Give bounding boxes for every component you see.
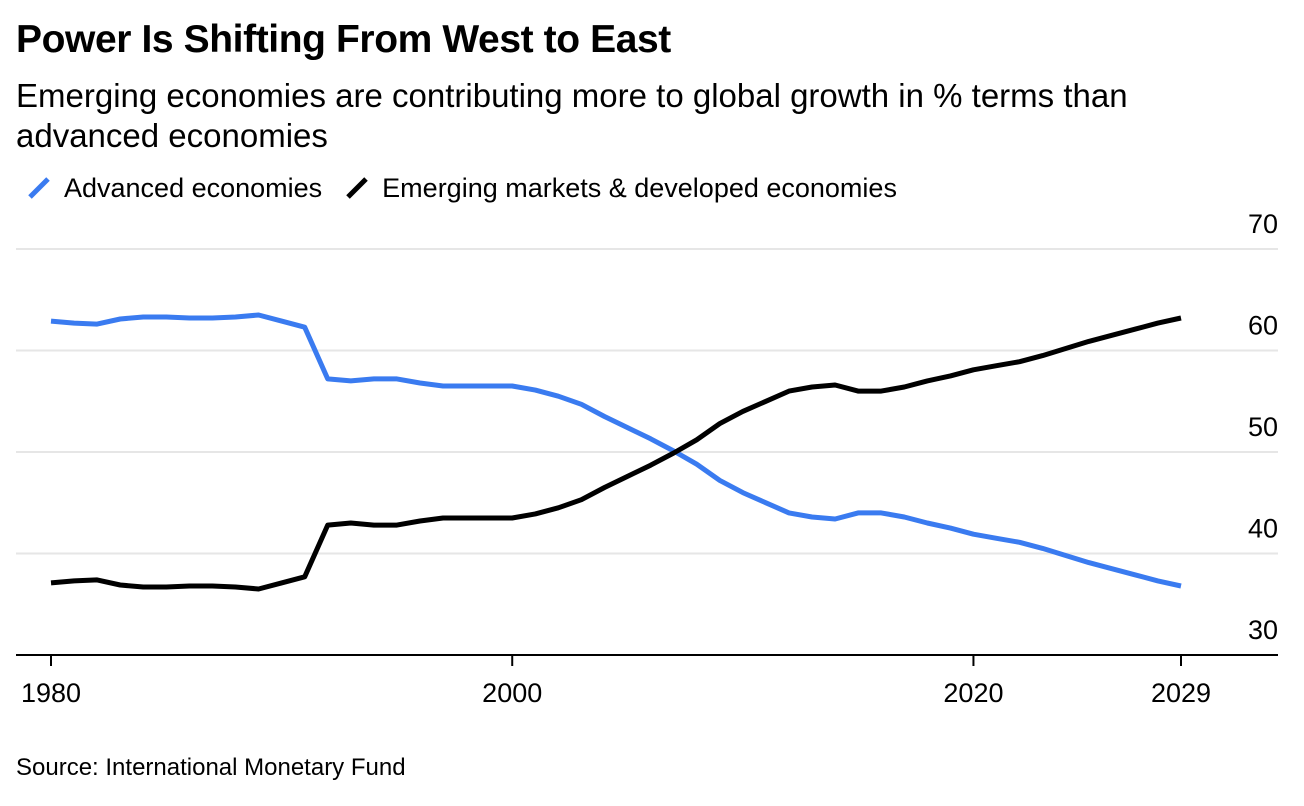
legend-label-advanced: Advanced economies (64, 172, 323, 203)
y-tick-label-50: 50 (1248, 412, 1278, 442)
y-tick-label-60: 60 (1248, 311, 1278, 341)
legend-item-advanced: Advanced economies (26, 173, 322, 204)
series-line-0 (50, 312, 1182, 589)
x-tick-label-1980: 1980 (21, 678, 81, 708)
legend-label-emerging: Emerging markets & developed economies (382, 172, 897, 203)
chart-subtitle: Emerging economies are contributing more… (16, 77, 1128, 154)
x-tick-label-2020: 2020 (943, 678, 1003, 708)
x-tick-label-2029: 2029 (1151, 678, 1211, 708)
chart-title: Power Is Shifting From West to East (16, 18, 671, 61)
x-tick-label-2000: 2000 (482, 678, 542, 708)
y-tick-label-40: 40 (1248, 514, 1278, 544)
legend-swatch-emerging-icon (346, 177, 368, 199)
y-tick-label-30: 30 (1248, 615, 1278, 645)
y-tick-label-70: 70 (1248, 209, 1278, 239)
source-note: Source: International Monetary Fund (16, 754, 406, 781)
legend: Advanced economies Emerging markets & de… (26, 170, 919, 206)
legend-item-emerging: Emerging markets & developed economies (344, 173, 897, 204)
series-line-1 (50, 315, 1182, 592)
legend-swatch-advanced-icon (28, 177, 50, 199)
